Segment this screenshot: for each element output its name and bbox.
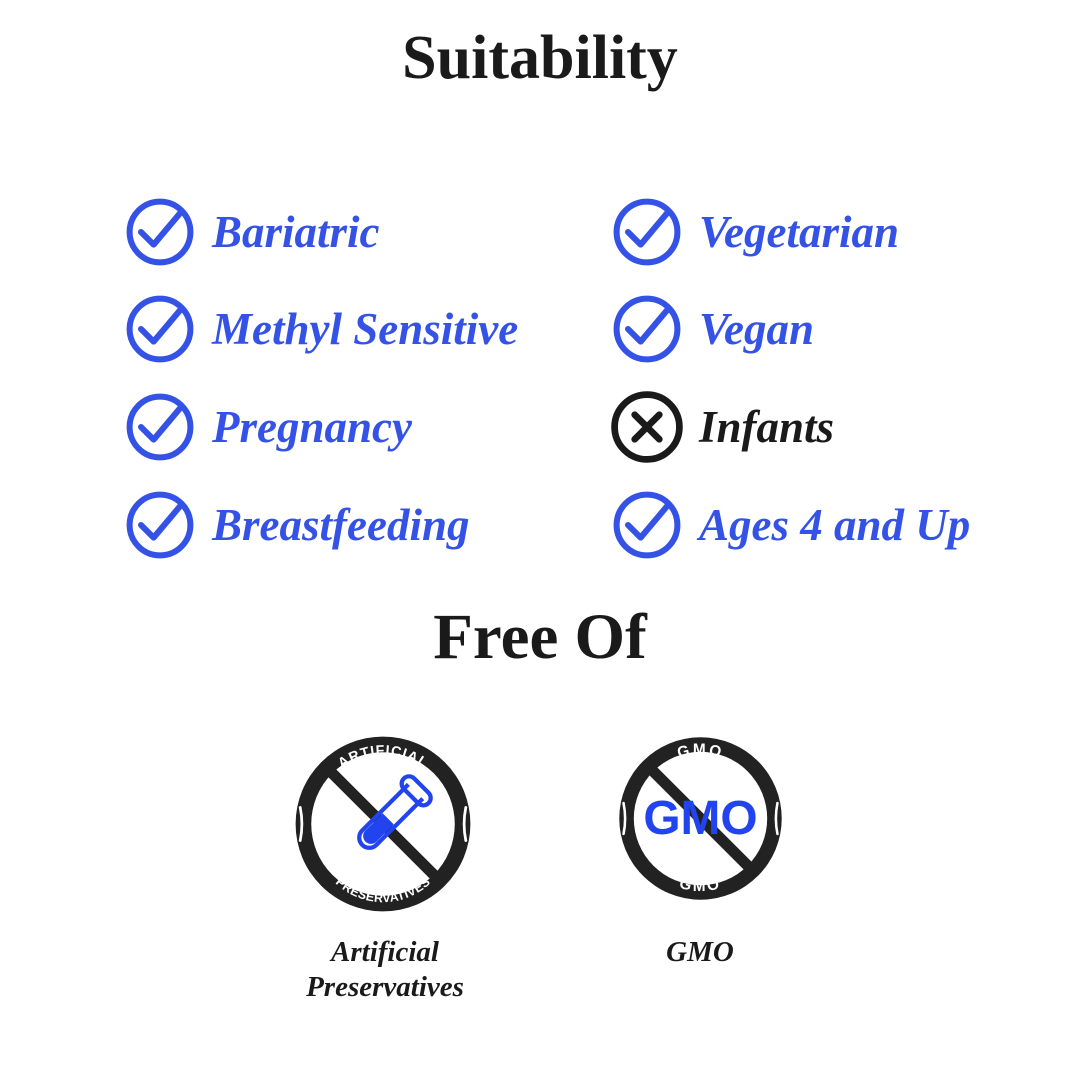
svg-text:GMO: GMO <box>643 792 757 845</box>
